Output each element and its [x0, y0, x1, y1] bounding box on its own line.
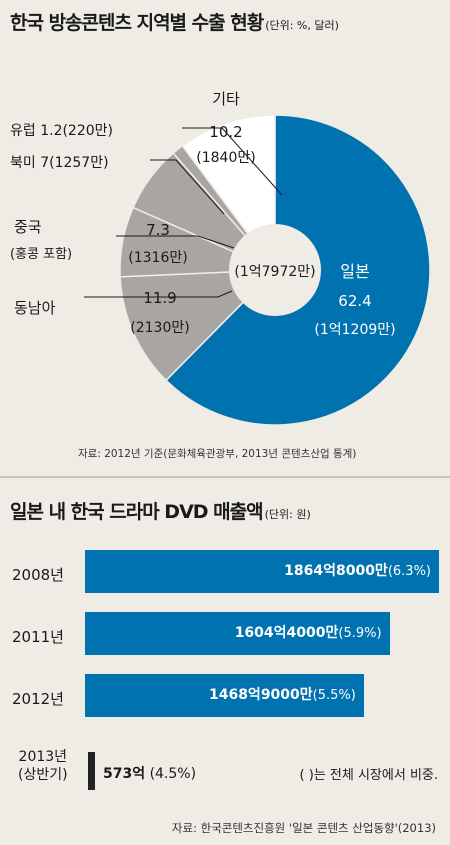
bar-source: 자료: 한국콘텐츠진흥원 '일본 콘텐츠 산업동향'(2013)	[171, 821, 436, 835]
leader-line-southeast-asia	[84, 290, 233, 298]
pie-slice-southeast-asia	[119, 269, 277, 382]
slice-label-japan-amount: (1억1209만)	[314, 322, 395, 338]
pie-chart: (1억7972만) 일본 62.4 (1억1209만) 동남아 11.9 (2130만) 중…	[10, 90, 431, 426]
leader-line-china	[116, 235, 235, 249]
bar-label-2013: 573억 (4.5%)	[103, 766, 197, 782]
bar-label-2008: 1864억8000만(6.3%)	[284, 563, 431, 579]
bar-2011: 1604억4000만(5.9%)	[85, 612, 390, 655]
bar-2008: 1864억8000만(6.3%)	[85, 550, 439, 593]
share-note: ( )는 전체 시장에서 비중.	[299, 768, 438, 783]
slice-label-china-name-sub: (홍콩 포함)	[10, 247, 72, 262]
slice-label-southeast-asia-amount: (2130만)	[130, 320, 189, 336]
bar-year-2011: 2011년	[12, 628, 64, 646]
bar-year-2008: 2008년	[12, 566, 64, 584]
bar-label-2011: 1604억4000만(5.9%)	[234, 625, 382, 641]
slice-label-china-value: 7.3	[146, 221, 170, 239]
bar-unit: (단위: 원)	[264, 508, 311, 521]
slice-label-southeast-asia-value: 11.9	[143, 289, 176, 307]
bar-chart-title: 일본 내 한국 드라마 DVD 매출액 (단위: 원)	[10, 501, 311, 523]
slice-label-japan-value: 62.4	[338, 292, 371, 310]
slice-label-china-amount: (1316만)	[128, 250, 187, 266]
leader-line-north-america	[150, 159, 225, 215]
section-divider	[0, 476, 450, 478]
slice-label-other-amount: (1840만)	[196, 150, 255, 166]
pie-center-total: (1억7972만)	[234, 264, 315, 280]
bar-2013	[88, 752, 95, 790]
bar-2012: 1468억9000만(5.5%)	[85, 674, 364, 717]
slice-label-europe: 유럽 1.2(220만)	[10, 123, 113, 139]
leader-line-europe	[182, 127, 283, 196]
bar-year-2013: 2013년 (상반기)	[18, 749, 68, 783]
slice-label-other-value: 10.2	[209, 123, 242, 141]
slice-label-southeast-asia-name: 동남아	[14, 299, 56, 317]
bar-year-2012: 2012년	[12, 690, 64, 708]
slice-label-other-name: 기타	[212, 90, 240, 108]
pie-unit: (단위: %, 달러)	[265, 19, 339, 32]
slice-label-china-name: 중국	[14, 218, 42, 236]
bar-label-2012: 1468억9000만(5.5%)	[208, 687, 356, 703]
pie-chart-title: 한국 방송콘텐츠 지역별 수출 현황 (단위: %, 달러)	[10, 12, 339, 34]
slice-label-japan-name: 일본	[340, 262, 369, 281]
slice-label-north-america: 북미 7(1257만)	[10, 155, 109, 171]
pie-center-hole	[229, 224, 321, 316]
pie-source: 자료: 2012년 기준(문화체육관광부, 2013년 콘텐츠산업 통계)	[78, 448, 357, 460]
